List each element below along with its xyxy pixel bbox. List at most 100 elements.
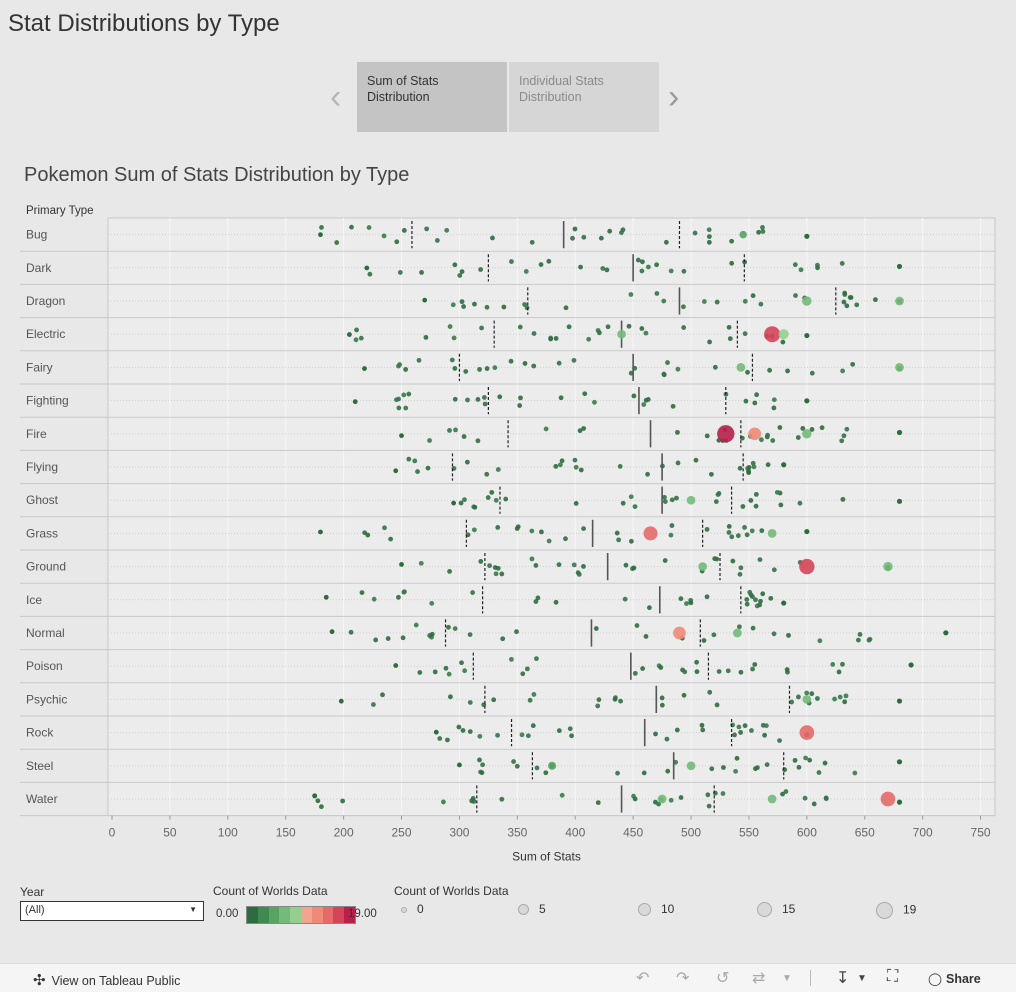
data-point	[756, 229, 762, 235]
data-point	[804, 332, 810, 339]
highlight-point	[802, 296, 812, 306]
data-point	[866, 637, 872, 643]
data-point	[765, 462, 771, 468]
chevron-down-icon[interactable]: ▼	[857, 973, 867, 984]
data-point	[577, 428, 583, 434]
data-point	[487, 563, 492, 569]
data-point	[693, 457, 699, 463]
data-point	[553, 336, 559, 341]
refresh-icon[interactable]: ⇄	[752, 970, 766, 987]
row-points	[338, 689, 903, 709]
data-point	[797, 500, 803, 506]
data-point	[774, 489, 780, 495]
data-point	[713, 499, 719, 505]
data-point	[809, 427, 815, 432]
data-point	[446, 624, 451, 630]
page-title: Stat Distributions by Type	[8, 10, 280, 37]
data-point	[340, 798, 346, 804]
data-point	[707, 339, 712, 345]
data-point	[750, 293, 756, 299]
highlight-point	[732, 628, 742, 638]
data-point	[319, 225, 324, 230]
color-ramp-swatch	[311, 907, 323, 923]
data-point	[856, 637, 861, 643]
data-point	[757, 557, 763, 563]
chevron-right-icon[interactable]: ›	[668, 78, 680, 116]
data-point	[481, 395, 487, 400]
data-point	[556, 360, 562, 366]
data-point	[484, 366, 490, 371]
data-point	[381, 233, 387, 239]
dropdown-caret-icon: ▼	[189, 905, 197, 914]
data-point	[753, 503, 759, 509]
x-tick-label: 700	[913, 826, 933, 840]
data-point	[519, 732, 525, 738]
undo-icon[interactable]: ↶	[636, 970, 650, 987]
data-point	[489, 489, 495, 495]
data-point	[726, 530, 732, 535]
data-point	[678, 596, 684, 602]
view-on-tableau-link[interactable]: ✣ View on Tableau Public	[33, 971, 180, 989]
size-legend-circle	[757, 902, 772, 918]
tab-sum-of-stats[interactable]: Sum of Stats Distribution	[357, 62, 507, 132]
data-point	[631, 393, 637, 399]
data-point	[796, 694, 801, 700]
highlight-point	[748, 427, 762, 441]
year-filter-select[interactable]: (All) ▼	[20, 901, 204, 921]
tab-individual-stats[interactable]: Individual Stats Distribution	[509, 62, 659, 132]
data-point	[840, 496, 846, 502]
data-point	[803, 755, 809, 761]
data-point	[706, 234, 712, 239]
revert-icon[interactable]: ↺	[716, 970, 730, 987]
data-point	[742, 298, 748, 304]
data-point	[714, 702, 720, 708]
data-point	[349, 224, 354, 230]
data-point	[841, 299, 847, 305]
data-point	[524, 666, 530, 672]
data-point	[396, 363, 401, 369]
data-point	[399, 562, 404, 567]
chevron-down-icon[interactable]: ▼	[782, 973, 792, 984]
data-point	[530, 723, 536, 729]
data-point	[844, 426, 850, 432]
data-point	[663, 239, 669, 245]
data-point	[470, 796, 476, 801]
fullscreen-icon[interactable]: ⛶	[887, 968, 899, 985]
data-point	[729, 238, 735, 244]
data-point	[839, 438, 845, 444]
data-point	[563, 536, 568, 542]
data-point	[567, 726, 573, 732]
data-point	[726, 324, 732, 330]
data-point	[783, 789, 789, 794]
data-point	[771, 397, 777, 403]
data-point	[771, 567, 777, 573]
data-point	[459, 299, 465, 305]
share-button[interactable]: ◯ Share	[928, 971, 981, 986]
data-point	[480, 762, 486, 768]
size-legend-value: 19	[903, 902, 917, 917]
row-label: Steel	[26, 759, 53, 773]
row-points	[457, 755, 903, 776]
data-point	[809, 691, 815, 697]
data-point	[571, 357, 577, 363]
data-point	[754, 392, 760, 398]
x-axis-label: Sum of Stats	[512, 850, 581, 864]
scatter-chart[interactable]: Primary Type Bug Dark Dragon Electric Fairy Fi…	[0, 195, 1016, 875]
data-point	[750, 625, 756, 631]
download-icon[interactable]: ↧	[836, 970, 850, 987]
data-point	[725, 668, 731, 674]
data-point	[704, 527, 710, 532]
data-point	[747, 589, 753, 595]
data-point	[767, 367, 772, 373]
data-point	[569, 733, 575, 739]
data-point	[751, 464, 757, 470]
data-point	[736, 624, 742, 630]
redo-icon[interactable]: ↷	[676, 970, 690, 987]
data-point	[694, 669, 700, 675]
tab-label-line1: Sum of Stats	[367, 74, 439, 88]
data-point	[470, 590, 476, 595]
chevron-left-icon[interactable]: ‹	[330, 78, 342, 116]
data-point	[815, 265, 820, 271]
data-point	[573, 464, 579, 470]
data-point	[501, 304, 507, 310]
